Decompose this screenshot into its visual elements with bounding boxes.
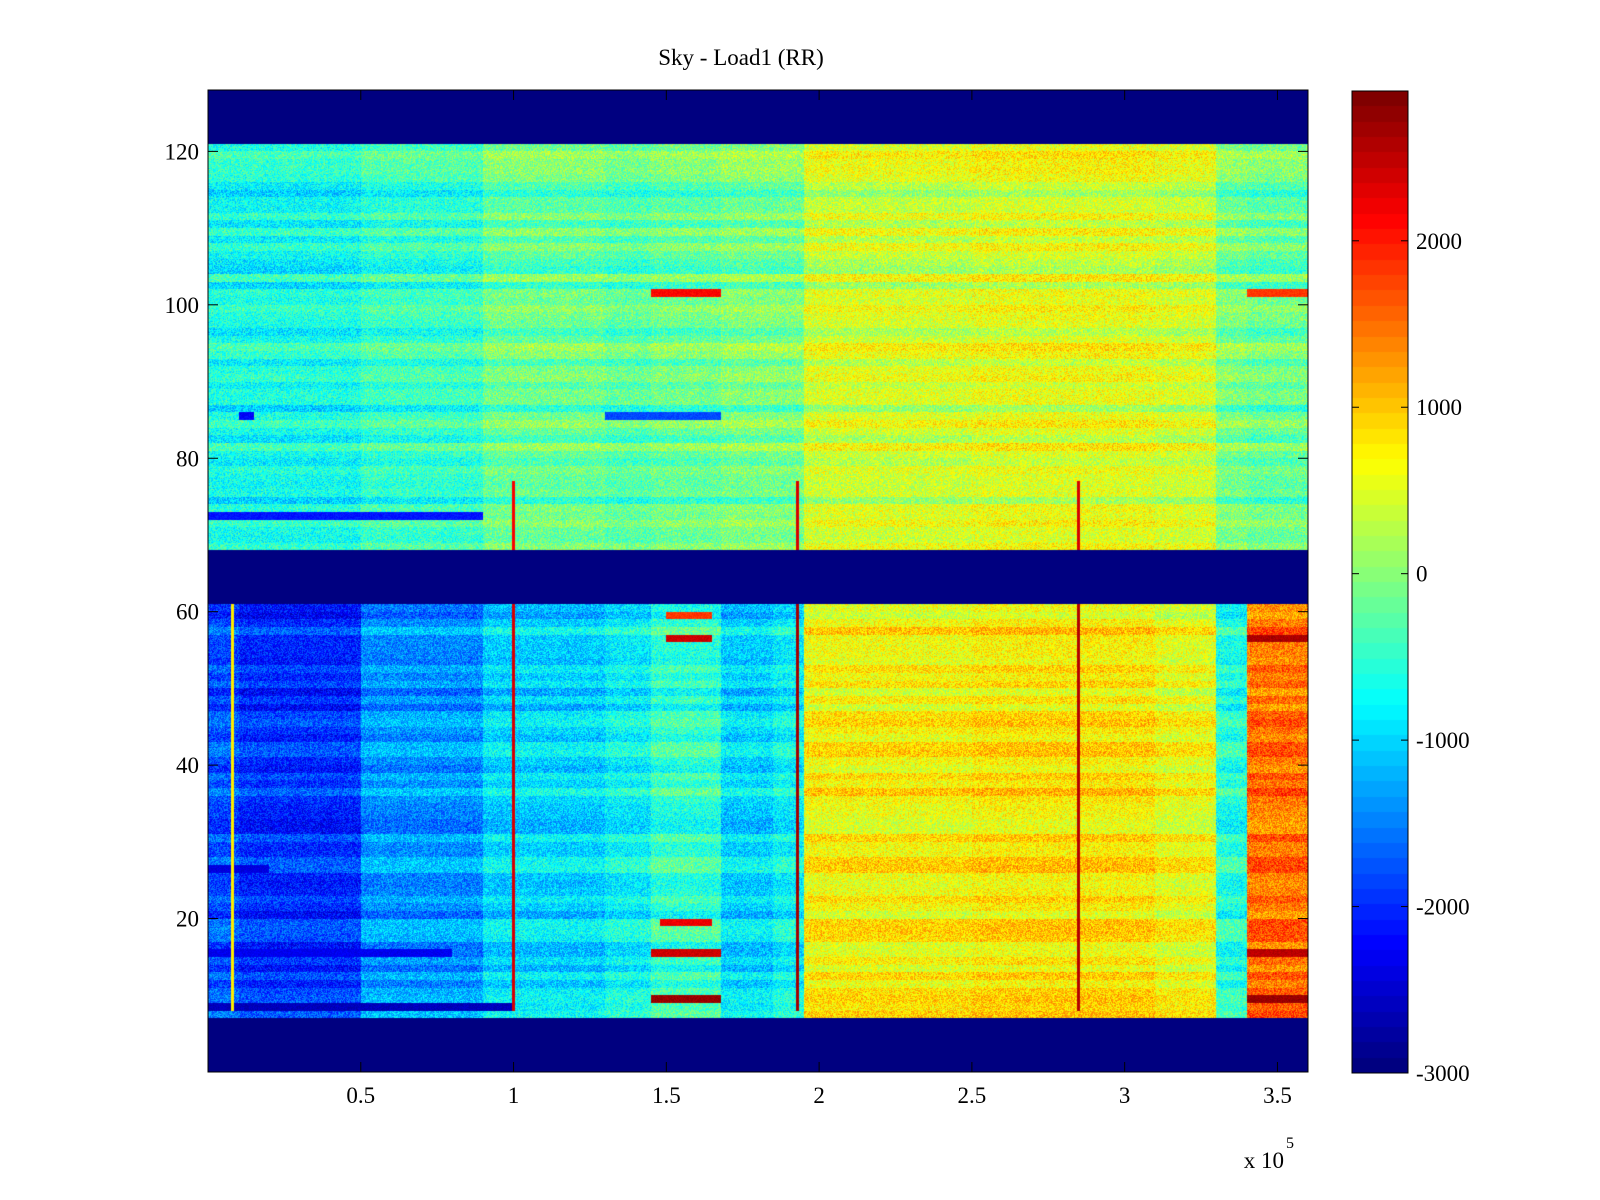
colorbar-ticks: -3000 -2000 -1000 0 1000 2000 bbox=[1352, 229, 1470, 1086]
y-tick-label: 120 bbox=[165, 139, 200, 164]
x-exponent-base: x 10 bbox=[1244, 1148, 1284, 1173]
chart-title: Sky - Load1 (RR) bbox=[658, 45, 823, 70]
heatmap-raster bbox=[208, 90, 1308, 1072]
colorbar-tick-label: -3000 bbox=[1416, 1061, 1470, 1086]
y-tick-label: 40 bbox=[176, 753, 199, 778]
y-axis: 20 40 60 80 100 120 bbox=[165, 139, 1308, 932]
colorbar-gradient bbox=[1352, 91, 1408, 1073]
x-axis: 0.5 1 1.5 2 2.5 3 3.5 bbox=[346, 90, 1292, 1108]
x-exponent-label: x 10 5 bbox=[1244, 1135, 1294, 1173]
colorbar-tick-label: -2000 bbox=[1416, 895, 1470, 920]
colorbar-tick-label: -1000 bbox=[1416, 728, 1470, 753]
x-tick-label: 3 bbox=[1119, 1083, 1131, 1108]
colorbar-tick-label: 0 bbox=[1416, 562, 1428, 587]
colorbar-tick-label: 2000 bbox=[1416, 229, 1462, 254]
y-tick-label: 80 bbox=[176, 446, 199, 471]
y-tick-label: 100 bbox=[165, 293, 200, 318]
colorbar-tick-label: 1000 bbox=[1416, 395, 1462, 420]
y-tick-label: 60 bbox=[176, 600, 199, 625]
plot-area bbox=[207, 89, 1309, 1073]
x-tick-label: 2 bbox=[813, 1083, 825, 1108]
plot-frame bbox=[207, 89, 1309, 1073]
colorbar-gradient-container bbox=[1352, 91, 1408, 1073]
x-tick-label: 0.5 bbox=[346, 1083, 375, 1108]
colorbar-frame bbox=[1351, 90, 1409, 1074]
heatmap-raster-container bbox=[208, 90, 1308, 1072]
x-exponent-power: 5 bbox=[1286, 1135, 1294, 1152]
colorbar: -3000 -2000 -1000 0 1000 2000 bbox=[1351, 90, 1470, 1086]
x-tick-label: 1 bbox=[508, 1083, 520, 1108]
y-tick-label: 20 bbox=[176, 907, 199, 932]
x-tick-label: 2.5 bbox=[958, 1083, 987, 1108]
x-tick-label: 3.5 bbox=[1263, 1083, 1292, 1108]
x-tick-label: 1.5 bbox=[652, 1083, 681, 1108]
